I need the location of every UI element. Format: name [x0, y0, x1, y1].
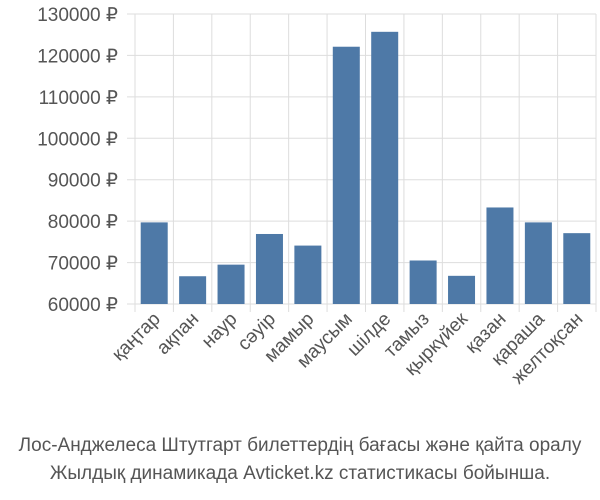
chart-caption-line-2: Жылдық динамикада Avticket.kz статистика… [49, 463, 551, 484]
bar [524, 222, 552, 304]
y-tick-label: 100000 ₽ [37, 129, 118, 150]
bar [409, 260, 437, 304]
bar [486, 207, 514, 304]
x-tick-label: қаңтар [108, 309, 165, 366]
bar [140, 222, 168, 304]
bar [371, 31, 399, 305]
x-tick-label: ақпан [153, 309, 203, 359]
bar [179, 276, 207, 304]
y-tick-label: 80000 ₽ [48, 212, 118, 233]
y-tick-label: 60000 ₽ [48, 295, 118, 316]
bar-chart: 60000 ₽ 70000 ₽ 80000 ₽ 90000 ₽ 100000 ₽ 1100… [37, 5, 597, 388]
chart-caption-line-1: Лос-Анджелеса Штутгарт билеттердің бағас… [18, 435, 582, 456]
y-tick-label: 130000 ₽ [37, 5, 118, 26]
y-tick-label: 110000 ₽ [39, 88, 118, 109]
bar [217, 264, 245, 304]
x-tick-label: наур [198, 309, 242, 353]
y-tick-label: 70000 ₽ [48, 254, 118, 275]
y-tick-label: 120000 ₽ [37, 46, 118, 67]
bar [294, 245, 322, 304]
bar [448, 275, 476, 304]
y-tick-label: 90000 ₽ [48, 171, 118, 192]
bar [332, 46, 360, 304]
bar [563, 233, 591, 304]
bar [255, 233, 283, 304]
